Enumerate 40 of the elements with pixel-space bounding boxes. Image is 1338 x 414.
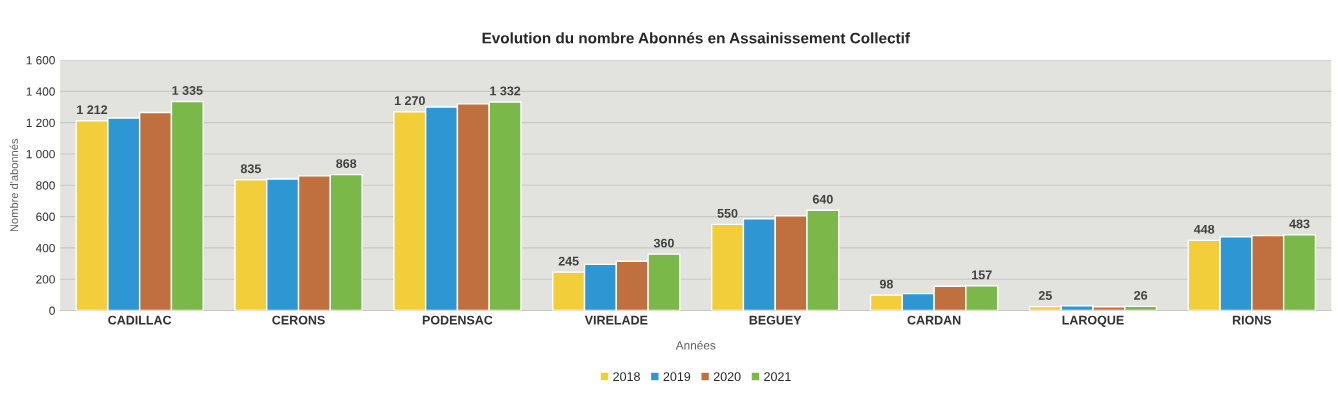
x-tick-label: LAROQUE xyxy=(1062,315,1124,327)
x-tick-label: CERONS xyxy=(272,315,325,325)
y-tick-label: 800 xyxy=(36,181,55,190)
data-label: 245 xyxy=(558,256,579,266)
data-label: 26 xyxy=(1134,290,1148,300)
y-tick-label: 1 600 xyxy=(26,56,55,65)
x-tick-label: RIONS xyxy=(1232,315,1272,325)
y-tick-label: 200 xyxy=(36,275,55,284)
y-tick-label: 1 000 xyxy=(26,149,55,159)
chart-title: Evolution du nombre Abonnés en Assainissement Collectif xyxy=(482,32,910,44)
data-label: 550 xyxy=(717,208,738,218)
x-tick-label: CARDAN xyxy=(907,315,961,325)
x-tick-label: CADILLAC xyxy=(108,315,172,325)
data-label: 1 332 xyxy=(490,86,521,96)
data-label: 835 xyxy=(240,164,261,174)
x-tick-label: VIRELADE xyxy=(584,315,648,325)
y-tick-label: 1 200 xyxy=(26,118,55,128)
legend-label: 2018 xyxy=(613,372,640,382)
y-tick-label: 600 xyxy=(36,212,55,221)
data-label: 1 212 xyxy=(77,105,108,115)
data-label: 25 xyxy=(1038,291,1052,300)
data-label: 448 xyxy=(1193,224,1215,234)
y-tick-label: 400 xyxy=(35,243,55,253)
data-label: 98 xyxy=(879,279,893,289)
data-label: 868 xyxy=(336,159,357,168)
data-label: 483 xyxy=(1289,219,1310,229)
x-tick-label: BEGUEY xyxy=(749,315,802,325)
legend-label: 2021 xyxy=(764,372,791,382)
y-axis-title: Nombre d'abonnés xyxy=(9,138,19,232)
data-label: 1 335 xyxy=(172,86,203,95)
data-label: 360 xyxy=(653,238,674,248)
x-axis-title: Années xyxy=(675,340,716,350)
x-tick-label: PODENSAC xyxy=(422,315,493,325)
legend-label: 2019 xyxy=(663,372,691,382)
y-tick-label: 1 400 xyxy=(26,87,55,96)
data-label: 1 270 xyxy=(394,96,425,106)
data-label: 157 xyxy=(972,270,992,280)
legend-label: 2020 xyxy=(713,372,741,382)
y-tick-label: 0 xyxy=(49,306,55,315)
data-label: 640 xyxy=(812,194,833,204)
